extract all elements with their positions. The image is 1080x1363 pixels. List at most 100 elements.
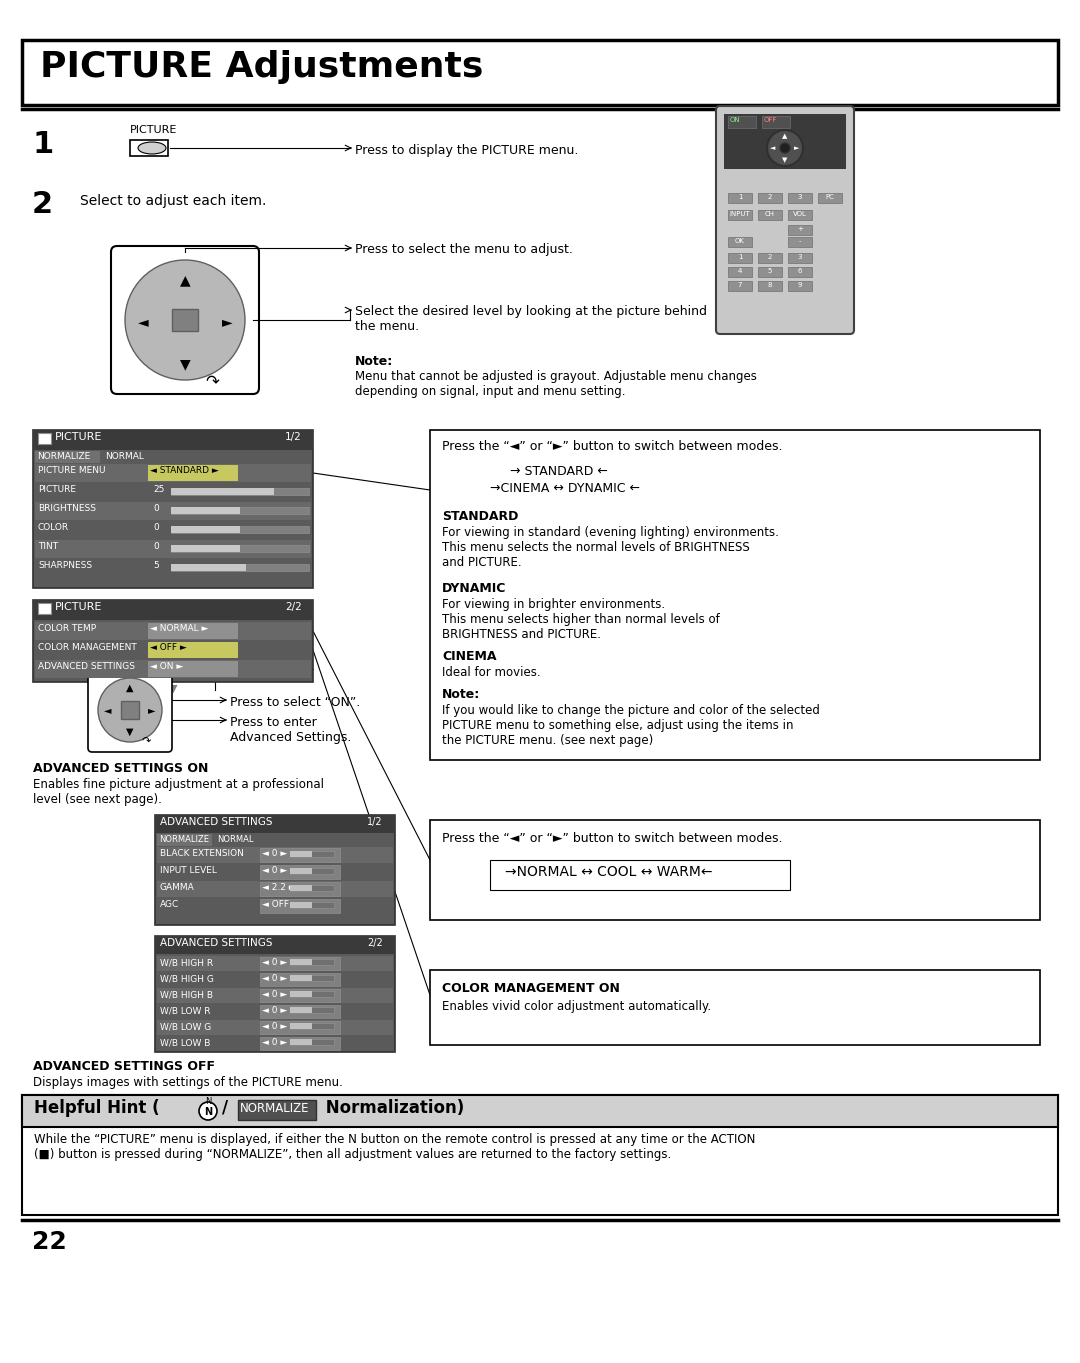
Text: NORMAL: NORMAL bbox=[217, 836, 254, 844]
Bar bbox=[728, 210, 752, 219]
Text: ►: ► bbox=[148, 705, 156, 716]
Bar bbox=[728, 237, 752, 247]
Text: STANDARD: STANDARD bbox=[442, 510, 518, 523]
Bar bbox=[33, 429, 313, 587]
Text: 1: 1 bbox=[738, 254, 742, 260]
Bar bbox=[171, 488, 274, 495]
Text: PICTURE: PICTURE bbox=[55, 432, 103, 442]
Text: W/B LOW G: W/B LOW G bbox=[160, 1022, 212, 1030]
Bar bbox=[291, 991, 312, 996]
Text: COLOR MANAGEMENT: COLOR MANAGEMENT bbox=[38, 643, 137, 652]
Bar bbox=[22, 40, 1058, 105]
Bar bbox=[430, 970, 1040, 1045]
Text: W/B HIGH R: W/B HIGH R bbox=[160, 958, 213, 966]
Bar bbox=[35, 622, 311, 641]
Text: NORMALIZE: NORMALIZE bbox=[37, 453, 91, 461]
Bar bbox=[728, 116, 756, 128]
Bar bbox=[156, 936, 395, 1052]
Text: For viewing in brighter environments.
This menu selects higher than normal level: For viewing in brighter environments. Th… bbox=[442, 598, 719, 641]
Text: ◄ STANDARD ►: ◄ STANDARD ► bbox=[150, 466, 219, 474]
Text: Enables fine picture adjustment at a professional
level (see next page).: Enables fine picture adjustment at a pro… bbox=[33, 778, 324, 806]
Text: Note:: Note: bbox=[442, 688, 481, 701]
Bar bbox=[818, 194, 842, 203]
Circle shape bbox=[125, 260, 245, 380]
Text: NORMAL: NORMAL bbox=[105, 453, 144, 461]
Bar bbox=[291, 991, 334, 996]
Text: PICTURE: PICTURE bbox=[38, 485, 76, 493]
Text: GAMMA: GAMMA bbox=[160, 883, 194, 891]
Text: TINT: TINT bbox=[38, 542, 58, 551]
Bar bbox=[724, 114, 846, 169]
Bar bbox=[728, 254, 752, 263]
Bar bbox=[157, 834, 212, 846]
Text: VOL: VOL bbox=[793, 211, 807, 217]
Text: OFF: OFF bbox=[764, 117, 778, 123]
Text: COLOR: COLOR bbox=[38, 523, 69, 532]
Bar bbox=[758, 210, 782, 219]
Text: NORMALIZE: NORMALIZE bbox=[159, 836, 210, 844]
Text: If you would like to change the picture and color of the selected
PICTURE menu t: If you would like to change the picture … bbox=[442, 705, 820, 747]
Text: Helpful Hint (: Helpful Hint ( bbox=[33, 1099, 160, 1118]
Text: ◄: ◄ bbox=[104, 705, 111, 716]
Bar bbox=[291, 960, 334, 965]
Text: →CINEMA ↔ DYNAMIC ←: →CINEMA ↔ DYNAMIC ← bbox=[490, 483, 640, 495]
Text: 0: 0 bbox=[153, 504, 159, 512]
Bar bbox=[758, 267, 782, 277]
Text: ADVANCED SETTINGS: ADVANCED SETTINGS bbox=[160, 938, 272, 949]
Text: SHARPNESS: SHARPNESS bbox=[38, 562, 92, 570]
Bar bbox=[291, 885, 334, 891]
Text: 2: 2 bbox=[768, 254, 772, 260]
Bar bbox=[758, 281, 782, 290]
Text: Ideal for movies.: Ideal for movies. bbox=[442, 667, 541, 679]
Text: Normalization): Normalization) bbox=[320, 1099, 464, 1118]
Text: 5: 5 bbox=[153, 562, 159, 570]
Text: ON: ON bbox=[730, 117, 741, 123]
Circle shape bbox=[199, 1103, 217, 1120]
Text: ▼: ▼ bbox=[168, 684, 177, 694]
Text: 6: 6 bbox=[798, 269, 802, 274]
Bar bbox=[148, 623, 238, 639]
Bar bbox=[758, 254, 782, 263]
Text: ◄ 0 ►: ◄ 0 ► bbox=[262, 866, 287, 875]
Text: NORMALIZE: NORMALIZE bbox=[240, 1103, 310, 1115]
Bar bbox=[260, 957, 340, 970]
Text: ◄ OFF ►: ◄ OFF ► bbox=[262, 900, 299, 909]
Text: BLACK EXTENSION: BLACK EXTENSION bbox=[160, 849, 244, 857]
Text: OK: OK bbox=[735, 239, 745, 244]
FancyBboxPatch shape bbox=[716, 106, 854, 334]
Text: ADVANCED SETTINGS OFF: ADVANCED SETTINGS OFF bbox=[33, 1060, 215, 1073]
Text: PC: PC bbox=[825, 194, 835, 200]
Text: →NORMAL ↔ COOL ↔ WARM←: →NORMAL ↔ COOL ↔ WARM← bbox=[505, 866, 713, 879]
Bar bbox=[291, 1039, 334, 1045]
Bar bbox=[171, 564, 246, 571]
Text: COLOR MANAGEMENT ON: COLOR MANAGEMENT ON bbox=[442, 981, 620, 995]
Text: Press to enter
Advanced Settings.: Press to enter Advanced Settings. bbox=[230, 716, 351, 744]
Text: INPUT: INPUT bbox=[730, 211, 751, 217]
Bar bbox=[157, 898, 393, 915]
Text: 2/2: 2/2 bbox=[367, 938, 382, 949]
Bar bbox=[260, 1037, 340, 1050]
Bar bbox=[33, 600, 313, 620]
Text: ↷: ↷ bbox=[205, 372, 219, 390]
Bar bbox=[148, 465, 238, 481]
Text: W/B LOW R: W/B LOW R bbox=[160, 1006, 211, 1015]
Text: 7: 7 bbox=[738, 282, 742, 288]
Text: N: N bbox=[204, 1107, 212, 1118]
Text: 0: 0 bbox=[153, 523, 159, 532]
Bar bbox=[291, 851, 312, 857]
Text: COLOR TEMP: COLOR TEMP bbox=[38, 624, 96, 632]
Text: PICTURE Adjustments: PICTURE Adjustments bbox=[40, 50, 484, 85]
Text: ▼: ▼ bbox=[180, 357, 191, 371]
Bar bbox=[171, 545, 309, 552]
Text: 1: 1 bbox=[738, 194, 742, 200]
Bar bbox=[171, 526, 309, 533]
Text: ADVANCED SETTINGS: ADVANCED SETTINGS bbox=[38, 662, 135, 671]
Bar bbox=[728, 267, 752, 277]
Bar bbox=[130, 140, 168, 155]
Bar bbox=[33, 600, 313, 682]
Bar bbox=[35, 502, 311, 521]
Bar bbox=[260, 1005, 340, 1018]
Text: PICTURE: PICTURE bbox=[130, 125, 177, 135]
Circle shape bbox=[98, 677, 162, 741]
Bar bbox=[171, 545, 240, 552]
